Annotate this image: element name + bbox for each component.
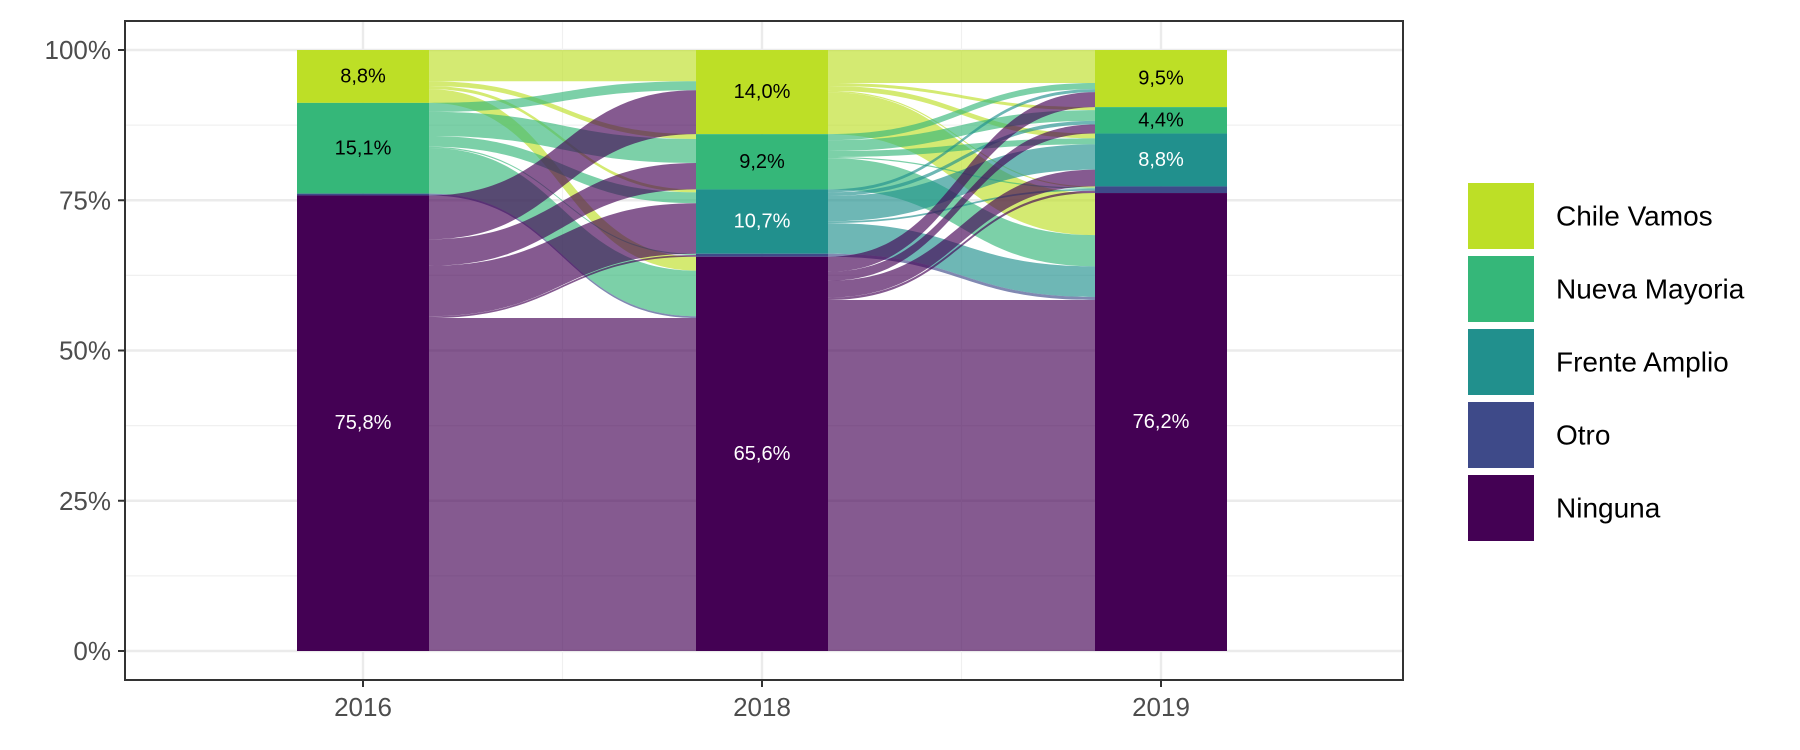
- stratum-otro-2019: [1095, 186, 1227, 194]
- stratum-frente-amplio-2019: [1095, 133, 1227, 187]
- flow-ninguna-to-otro-2018-2019: [828, 190, 1095, 301]
- flow-ninguna-to-chile-vamos-2018-2019: [828, 92, 1095, 272]
- flow-otro-to-ninguna-2018-2019: [828, 253, 1095, 301]
- x-tick-label-2016: 2016: [334, 692, 392, 722]
- stratum-otro-2016: [297, 193, 429, 196]
- segment-label-nueva-mayoria-2016: 15,1%: [335, 137, 392, 159]
- x-tick-label-2019: 2019: [1132, 692, 1190, 722]
- stratum-ninguna-2016: [297, 195, 429, 651]
- stratum-chile-vamos-2016: [297, 50, 429, 103]
- flow-ninguna-to-nueva-mayoria-2018-2019: [828, 124, 1095, 281]
- legend-label-chile-vamos: Chile Vamos: [1556, 201, 1713, 232]
- y-tick-label: 0%: [73, 636, 111, 666]
- y-tick-label: 50%: [59, 336, 111, 366]
- stratum-nueva-mayoria-2016: [297, 102, 429, 194]
- segment-label-ninguna-2016: 75,8%: [335, 412, 392, 434]
- flow-chile-vamos-to-nueva-mayoria-2016-2018: [429, 81, 696, 139]
- stratum-nueva-mayoria-2018: [696, 134, 828, 190]
- flow-ninguna-to-nueva-mayoria-2016-2018: [429, 162, 696, 266]
- flow-chile-vamos-to-nueva-mayoria-2018-2019: [828, 83, 1095, 111]
- flow-ninguna-to-frente-amplio-2016-2018: [429, 203, 696, 317]
- legend: Chile Vamos Nueva Mayoria Frente Amplio Otr…: [1468, 183, 1745, 541]
- x-axis: 2016 2018 2019: [334, 680, 1190, 722]
- legend-label-nueva-mayoria: Nueva Mayoria: [1556, 274, 1745, 305]
- segment-label-chile-vamos-2018: 14,0%: [734, 81, 791, 103]
- flow-chile-vamos-to-chile-vamos-2016-2018: [429, 50, 696, 82]
- flow-nueva-mayoria-to-otro-2016-2018: [429, 146, 696, 255]
- segment-label-ninguna-2019: 76,2%: [1133, 411, 1190, 433]
- segment-label-frente-amplio-2019: 8,8%: [1138, 149, 1184, 171]
- segment-label-frente-amplio-2018: 10,7%: [734, 211, 791, 233]
- stratum-chile-vamos-2018: [696, 50, 828, 135]
- flow-frente-amplio-to-chile-vamos-2018-2019: [828, 89, 1095, 193]
- flow-nueva-mayoria-to-chile-vamos-2018-2019: [828, 83, 1095, 141]
- flow-ninguna-to-frente-amplio-2018-2019: [828, 169, 1095, 298]
- y-tick-label: 25%: [59, 486, 111, 516]
- flow-chile-vamos-to-ninguna-2018-2019: [828, 92, 1095, 236]
- flows: [429, 50, 1095, 651]
- legend-key-chile-vamos: [1468, 183, 1534, 249]
- legend-key-nueva-mayoria: [1468, 256, 1534, 322]
- legend-label-otro: Otro: [1556, 420, 1610, 451]
- flow-nueva-mayoria-to-chile-vamos-2016-2018: [429, 81, 696, 112]
- segment-labels: 8,8% 15,1% 75,8% 14,0% 9,2% 10,7% 65,6% 9,5% 4,4…: [335, 65, 1190, 464]
- stratum-nueva-mayoria-2019: [1095, 107, 1227, 134]
- flow-frente-amplio-to-nueva-mayoria-2018-2019: [828, 120, 1095, 197]
- segment-label-nueva-mayoria-2019: 4,4%: [1138, 109, 1184, 131]
- flow-ninguna-to-chile-vamos-2016-2018: [429, 90, 696, 240]
- flow-ninguna-to-otro-2016-2018: [429, 254, 696, 319]
- y-tick-label: 75%: [59, 185, 111, 215]
- segment-label-chile-vamos-2019: 9,5%: [1138, 68, 1184, 90]
- flow-ninguna-to-ninguna-2018-2019: [828, 300, 1095, 651]
- segment-label-nueva-mayoria-2018: 9,2%: [739, 151, 785, 173]
- stratum-chile-vamos-2019: [1095, 50, 1227, 108]
- flow-chile-vamos-to-chile-vamos-2018-2019: [828, 50, 1095, 84]
- x-tick-label-2018: 2018: [733, 692, 791, 722]
- flow-ninguna-to-ninguna-2016-2018: [429, 318, 696, 651]
- y-tick-label: 100%: [45, 35, 112, 65]
- stratum-otro-2018: [696, 253, 828, 257]
- stratum-ninguna-2019: [1095, 193, 1227, 651]
- stratum-ninguna-2018: [696, 256, 828, 651]
- flow-nueva-mayoria-to-nueva-mayoria-2016-2018: [429, 111, 696, 163]
- legend-label-ninguna: Ninguna: [1556, 493, 1661, 524]
- strata: [297, 50, 1227, 651]
- legend-key-otro: [1468, 402, 1534, 468]
- legend-key-ninguna: [1468, 475, 1534, 541]
- segment-label-chile-vamos-2016: 8,8%: [340, 65, 386, 87]
- segment-label-ninguna-2018: 65,6%: [734, 443, 791, 465]
- y-axis: 0% 25% 50% 75% 100%: [45, 35, 125, 666]
- stratum-frente-amplio-2018: [696, 189, 828, 254]
- legend-label-frente-amplio: Frente Amplio: [1556, 347, 1729, 378]
- legend-key-frente-amplio: [1468, 329, 1534, 395]
